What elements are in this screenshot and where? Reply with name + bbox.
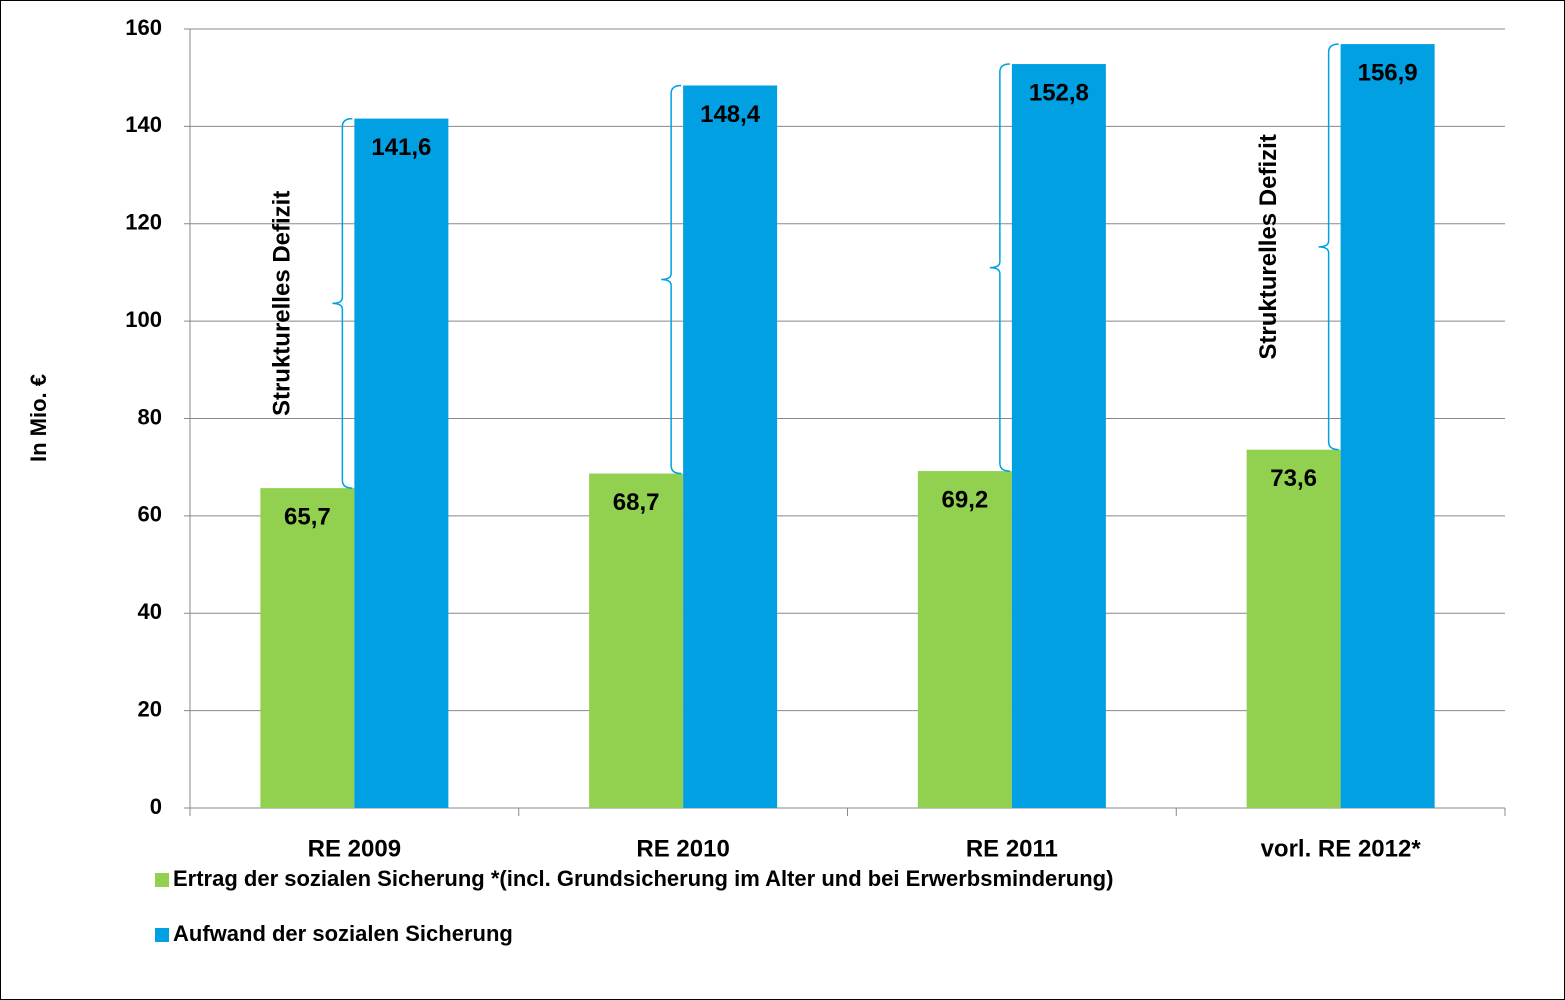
y-tick-label: 60 <box>138 502 162 527</box>
y-tick-label: 140 <box>125 112 162 137</box>
x-tick-label: vorl. RE 2012* <box>1261 835 1422 862</box>
y-tick-label: 80 <box>138 404 162 429</box>
bar <box>1246 449 1341 808</box>
value-label: 152,8 <box>1029 79 1089 106</box>
value-label: 141,6 <box>371 134 431 161</box>
legend-swatch <box>155 928 169 942</box>
value-label: 65,7 <box>284 503 331 530</box>
legend-label: Aufwand der sozialen Sicherung <box>173 921 513 946</box>
annotation: Strukturelles Defizit <box>269 191 296 416</box>
y-tick-label: 20 <box>138 696 162 721</box>
value-label: 73,6 <box>1270 465 1317 492</box>
value-label: 156,9 <box>1358 59 1418 86</box>
bar <box>1340 44 1435 808</box>
y-axis-label: In Mio. € <box>26 374 51 462</box>
bar <box>1011 64 1106 809</box>
x-tick-label: RE 2009 <box>308 835 401 862</box>
value-label: 69,2 <box>942 486 989 513</box>
bar <box>683 85 778 809</box>
value-label: 68,7 <box>613 489 660 516</box>
annotation: Strukturelles Defizit <box>1255 134 1282 359</box>
bar <box>260 488 355 808</box>
y-tick-label: 160 <box>125 15 162 40</box>
legend-swatch <box>155 873 169 887</box>
brace <box>989 63 1010 472</box>
x-tick-label: RE 2011 <box>966 835 1058 862</box>
y-tick-label: 40 <box>138 599 162 624</box>
y-tick-label: 100 <box>125 307 162 332</box>
x-tick-label: RE 2010 <box>636 835 729 862</box>
y-tick-label: 0 <box>150 794 162 819</box>
bar <box>354 118 449 808</box>
brace <box>661 84 682 475</box>
bar <box>589 473 684 808</box>
brace <box>332 117 353 489</box>
value-label: 148,4 <box>700 101 761 128</box>
legend-label: Ertrag der sozialen Sicherung *(incl. Gr… <box>173 866 1113 891</box>
y-tick-label: 120 <box>125 210 162 235</box>
brace <box>1318 43 1339 451</box>
bar <box>917 471 1012 808</box>
